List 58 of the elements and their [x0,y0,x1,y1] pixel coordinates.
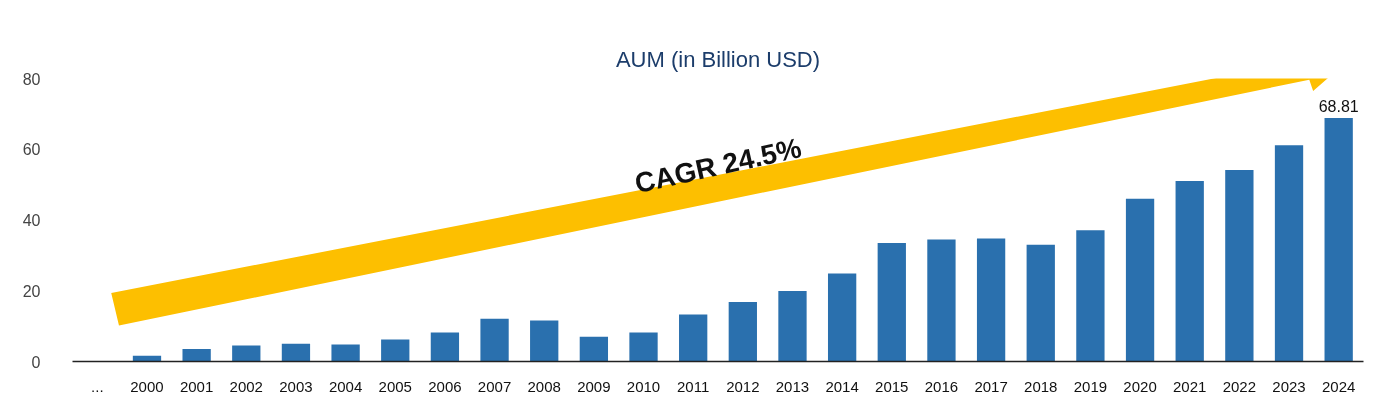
bar [530,320,559,362]
x-tick-label: 2020 [1123,377,1157,395]
bar [679,314,708,362]
bar [281,343,311,362]
x-tick-label: ... [91,377,104,395]
y-tick-label: 60 [22,141,41,159]
x-tick-label: 2017 [974,377,1008,395]
bar [1076,230,1105,362]
x-tick-label: 2015 [875,377,909,395]
x-tick-label: 2011 [677,377,710,395]
x-tick-label: 2014 [825,377,859,395]
y-tick-label: 0 [31,353,41,371]
x-tick-label: 2019 [1073,377,1108,395]
bar [778,291,807,362]
bar [480,318,509,362]
bar [728,302,757,362]
x-tick-label: 2006 [428,377,462,395]
bar [430,332,460,362]
bar [1026,244,1055,362]
x-tick-label: 2023 [1272,377,1306,395]
bar [976,238,1006,362]
chart-title: AUM (in Billion USD) [615,46,821,72]
bar [182,349,211,362]
bar [827,273,857,362]
y-tick-label: 20 [22,282,41,300]
bar [877,242,906,362]
y-tick-label: 80 [22,70,41,88]
x-tick-label: 2000 [130,377,164,395]
x-tick-label: 2022 [1222,377,1257,395]
x-tick-label: 2009 [577,377,611,395]
bar [1175,181,1204,362]
bar [1125,198,1155,362]
x-tick-label: 2016 [924,377,959,395]
x-tick-label: 2002 [229,377,263,395]
x-tick-label: 2001 [179,377,214,395]
y-tick-label: 40 [22,212,41,229]
bar [927,239,956,362]
x-tick-label: 2013 [775,377,810,395]
x-tick-label: 2021 [1173,377,1207,395]
x-tick-label: 2004 [328,377,363,395]
bar [232,345,261,362]
x-tick-label: 2005 [378,377,412,395]
x-tick-label: 2018 [1024,377,1058,395]
x-tick-label: 2024 [1321,377,1356,395]
x-tick-label: 2008 [527,377,561,395]
bar [381,339,410,362]
annotation: CAGR 24.5% [631,132,805,200]
bar [629,332,658,362]
bar [1225,170,1254,362]
x-tick-label: 2003 [279,377,313,395]
bar [1274,145,1304,362]
x-tick-label: 2012 [726,377,760,395]
data-label: 68.81 [1318,98,1359,116]
bar [579,336,609,362]
x-tick-label: 2010 [626,377,661,395]
bar [331,344,360,362]
bar [1324,118,1353,362]
x-tick-label: 2007 [477,377,512,395]
